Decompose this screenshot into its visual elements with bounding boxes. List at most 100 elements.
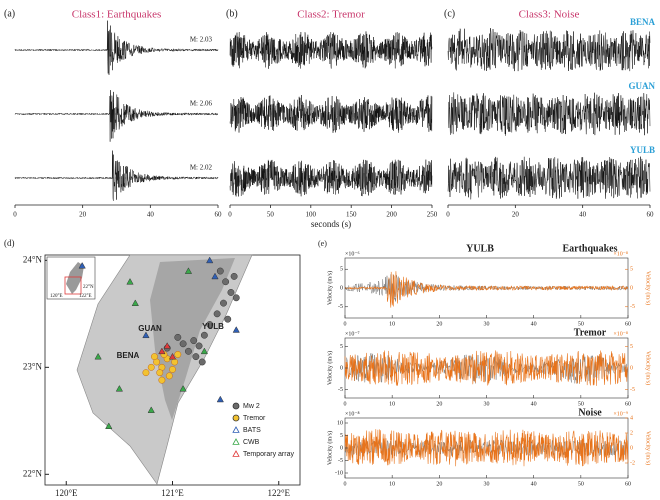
x-tick-label: 40 (531, 321, 537, 327)
map-point (199, 359, 205, 365)
y-tick-label: 5 (340, 267, 343, 273)
legend-label: BATS (243, 427, 261, 434)
subplot-title: Tremor (574, 327, 607, 338)
figure: (a)Class1: EarthquakesM: 2.03M: 2.06M: 2… (0, 0, 660, 500)
x-tick-label: 20 (436, 481, 442, 487)
y-tick-label: -5 (338, 304, 343, 310)
station-name: YULB (630, 145, 655, 155)
y-tick-label: 5 (340, 344, 343, 350)
map-point (233, 403, 239, 409)
y2-tick-label: 2 (630, 430, 633, 436)
x-tick-label: 121°E (161, 488, 184, 498)
map-point (201, 332, 207, 338)
y2-tick-label: 0 (630, 285, 633, 291)
x-tick-label: 60 (647, 211, 655, 219)
y-label: Velocity (m/s) (326, 271, 333, 305)
x-tick-label: 30 (484, 401, 490, 407)
map-point (191, 337, 197, 343)
legend-label: CWB (243, 439, 260, 446)
y-tick-label: -5 (338, 387, 343, 393)
map-point (233, 295, 239, 301)
y2-tick-label: 5 (630, 267, 633, 273)
station-label: BENA (117, 351, 140, 360)
x-tick-label: 40 (531, 401, 537, 407)
map-point (171, 359, 177, 365)
y2-tick-label: -5 (630, 387, 635, 393)
panel-title: Class2: Tremor (297, 9, 365, 21)
subplot-title: Noise (578, 407, 602, 418)
panel-label: (e) (318, 239, 327, 248)
x-tick-label: 250 (427, 211, 438, 219)
y2-tick-label: -2 (630, 460, 635, 466)
scale-left: ×10⁻⁶ (345, 251, 360, 257)
y-tick-label: 0 (340, 445, 343, 451)
legend-label: Mw 2 (243, 403, 260, 410)
map-point (196, 343, 202, 349)
map-point (159, 377, 165, 383)
x-tick-label: 120°E (55, 488, 78, 498)
magnitude: M: 2.06 (190, 100, 213, 108)
y2-tick-label: 0 (630, 365, 633, 371)
x-tick-label: 40 (147, 211, 155, 219)
map-point (231, 273, 237, 279)
inset-label: 120°E (50, 294, 63, 299)
y2-tick-label: 0 (630, 445, 633, 451)
inset-label: 22°N (83, 285, 94, 290)
x-tick-label: 20 (512, 211, 520, 219)
station-title: YULB (466, 243, 494, 254)
x-tick-label: 100 (306, 211, 317, 219)
x-tick-label: 50 (578, 481, 584, 487)
y-tick-label: -10 (335, 470, 343, 476)
y-tick-label: 23°N (23, 361, 43, 371)
map-point (214, 311, 220, 317)
map-point (193, 353, 199, 359)
y-tick-label: 0 (340, 285, 343, 291)
map-point (228, 289, 234, 295)
y2-label: Velocity (m/s) (645, 431, 652, 465)
y-tick-label: 5 (340, 433, 343, 439)
map-point (217, 268, 223, 274)
panel-label: (a) (4, 8, 15, 19)
x-tick-label: 0 (446, 211, 450, 219)
x-tick-label: 20 (79, 211, 87, 219)
map-point (220, 300, 226, 306)
scale-right: ×10⁻⁸ (613, 331, 628, 337)
map-point (233, 415, 239, 421)
station-name: BENA (630, 17, 656, 27)
y-tick-label: 24°N (23, 254, 43, 264)
map-point (157, 369, 163, 375)
panel-label: (c) (444, 8, 455, 19)
x-tick-label: 0 (344, 481, 347, 487)
y-tick-label: 0 (340, 365, 343, 371)
scale-right: ×10⁻⁹ (613, 411, 628, 417)
map-point (175, 351, 181, 357)
legend-label: Tremor (243, 415, 266, 422)
x-tick-label: 122°E (267, 488, 290, 498)
y-tick-label: -5 (338, 458, 343, 464)
x-tick-label: 0 (13, 211, 17, 219)
x-tick-label: 0 (344, 401, 347, 407)
station-label: YULB (202, 322, 224, 331)
panel-label: (d) (4, 238, 15, 248)
x-tick-label: 200 (386, 211, 397, 219)
map-point (148, 364, 154, 370)
map-point (222, 279, 228, 285)
y-tick-label: 10 (337, 420, 343, 426)
x-tick-label: 20 (436, 321, 442, 327)
x-tick-label: 60 (625, 481, 631, 487)
y-tick-label: 22°N (23, 468, 43, 478)
inset-label: 122°E (79, 294, 92, 299)
x-tick-label: 10 (389, 401, 395, 407)
x-tick-label: 30 (484, 481, 490, 487)
panel-title: Class1: Earthquakes (72, 9, 162, 21)
y2-tick-label: 4 (630, 415, 633, 421)
x-tick-label: 150 (346, 211, 357, 219)
x-tick-label: 60 (215, 211, 223, 219)
map-point (143, 369, 149, 375)
scale-left: ×10⁻⁷ (345, 331, 360, 337)
x-tick-label: 10 (389, 481, 395, 487)
x-axis-label: seconds (s) (311, 219, 351, 229)
x-tick-label: 60 (625, 401, 631, 407)
panel-label: (b) (226, 8, 238, 19)
x-tick-label: 40 (531, 481, 537, 487)
